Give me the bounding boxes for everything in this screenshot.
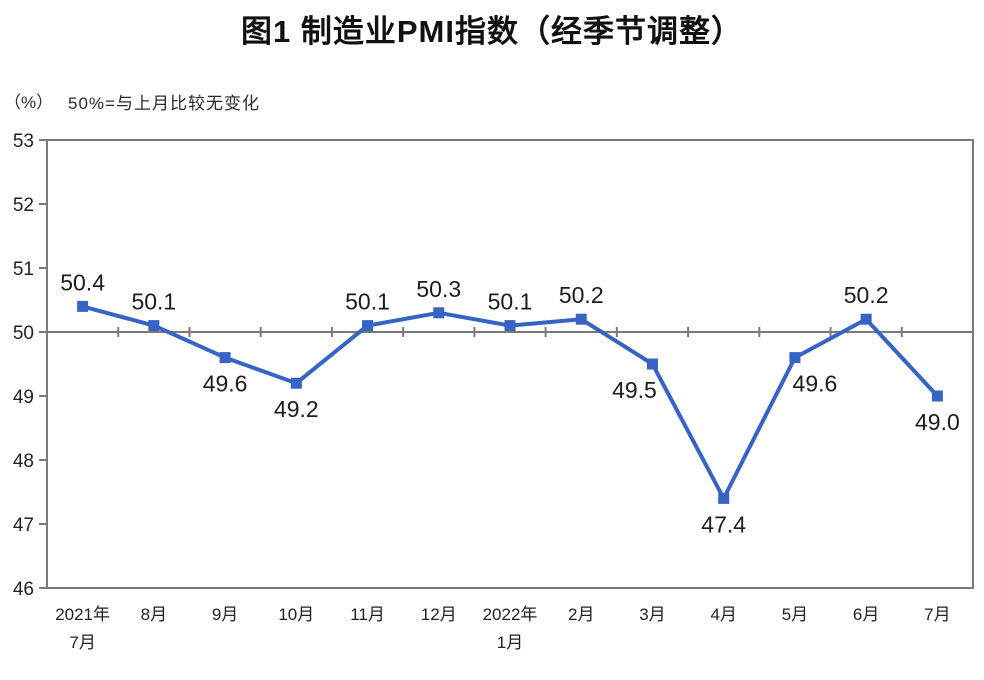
- data-point-marker: [931, 390, 943, 402]
- data-label: 50.1: [131, 289, 176, 315]
- x-tick-label: 7月: [924, 605, 950, 624]
- x-tick-label: 7月: [69, 633, 95, 652]
- x-tick-label: 8月: [141, 605, 167, 624]
- y-tick-label: 47: [13, 515, 34, 536]
- data-label: 49.6: [203, 371, 248, 397]
- x-tick-label: 9月: [212, 605, 238, 624]
- y-tick-label: 53: [13, 131, 34, 152]
- data-point-marker: [646, 358, 658, 370]
- y-tick-label: 46: [13, 579, 34, 600]
- plot-border: [46, 139, 974, 589]
- y-tick-label: 52: [13, 195, 34, 216]
- y-axis-unit-label: （%）: [4, 93, 54, 112]
- data-label: 50.3: [416, 276, 461, 302]
- data-point-marker: [148, 320, 160, 332]
- data-label: 50.1: [345, 289, 390, 315]
- y-tick-label: 48: [13, 451, 34, 472]
- x-tick-label: 1月: [497, 633, 523, 652]
- data-label: 50.1: [488, 289, 533, 315]
- data-point-marker: [433, 307, 445, 319]
- data-label: 49.2: [274, 396, 319, 422]
- y-tick-label: 49: [13, 387, 34, 408]
- data-label: 50.2: [559, 282, 604, 308]
- data-point-marker: [290, 377, 302, 389]
- data-label: 47.4: [701, 511, 746, 537]
- data-label: 49.0: [915, 409, 960, 435]
- data-point-marker: [504, 320, 516, 332]
- x-tick-label: 2021年: [55, 605, 110, 624]
- x-tick-label: 11月: [350, 605, 385, 624]
- pmi-series-line: [80, 304, 940, 501]
- x-tick-label: 12月: [421, 605, 457, 624]
- x-tick-label: 5月: [782, 605, 808, 624]
- x-tick-label: 10月: [278, 605, 314, 624]
- y-tick-label: 51: [13, 259, 34, 280]
- data-label: 49.6: [793, 371, 838, 397]
- x-tick-label: 2月: [568, 605, 594, 624]
- data-point-marker: [219, 352, 231, 364]
- x-tick-label: 3月: [639, 605, 665, 624]
- data-point-marker: [718, 492, 730, 504]
- reference-note: 50%=与上月比较无变化: [68, 94, 260, 113]
- data-point-marker: [575, 313, 587, 325]
- x-tick-label: 6月: [853, 605, 879, 624]
- x-tick-label: 4月: [710, 605, 736, 624]
- chart-title: 图1 制造业PMI指数（经季节调整）: [241, 14, 743, 49]
- data-point-marker: [362, 320, 374, 332]
- data-point-marker: [789, 352, 801, 364]
- data-label: 50.2: [844, 282, 889, 308]
- data-label: 50.4: [60, 269, 105, 295]
- data-point-marker: [77, 300, 89, 312]
- y-tick-label: 50: [13, 323, 34, 344]
- x-tick-label: 2022年: [483, 605, 538, 624]
- data-label: 49.5: [612, 377, 657, 403]
- data-point-marker: [860, 313, 872, 325]
